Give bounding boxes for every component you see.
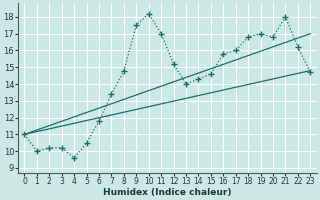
X-axis label: Humidex (Indice chaleur): Humidex (Indice chaleur) <box>103 188 232 197</box>
